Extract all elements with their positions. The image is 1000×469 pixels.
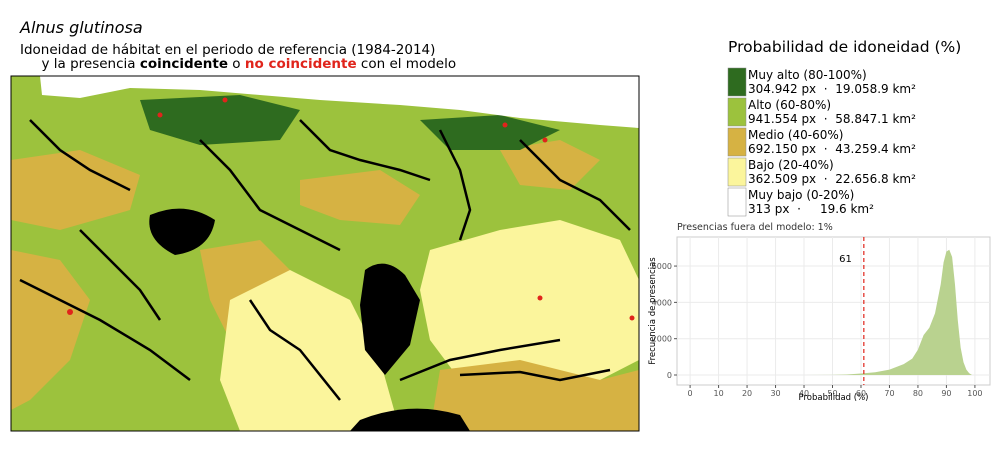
map-presences xyxy=(67,97,635,321)
river xyxy=(459,368,611,382)
map-zone xyxy=(500,140,600,190)
legend-stats: 362.509 px · 22.656.8 km² xyxy=(748,172,916,186)
subtitle-part: no coincidente xyxy=(245,56,357,72)
panel-border xyxy=(676,236,991,386)
legend-label: Medio (40-60%) xyxy=(748,128,843,142)
x-axis-label: Probabilidad (%) xyxy=(799,393,869,403)
legend-label: Muy alto (80-100%) xyxy=(748,68,867,82)
x-tick-label: 90 xyxy=(941,389,951,398)
species-title: Alnus glutinosa xyxy=(19,18,143,37)
map-lake xyxy=(350,408,470,431)
map-zone xyxy=(220,270,400,431)
map-frame xyxy=(10,75,640,432)
map-zone xyxy=(420,115,560,150)
presence-point xyxy=(502,122,508,128)
legend-swatch xyxy=(727,67,747,97)
legend-stats: 304.942 px · 19.058.9 km² xyxy=(748,82,916,96)
river xyxy=(299,119,431,182)
river xyxy=(399,338,561,382)
y-tick-label: 6000 xyxy=(652,262,672,271)
map-zone xyxy=(11,250,90,410)
y-tick-label: 4000 xyxy=(652,298,672,307)
x-tick-label: 70 xyxy=(884,389,894,398)
river xyxy=(19,278,191,381)
subtitle-part: coincidente xyxy=(140,56,228,72)
density-area xyxy=(804,249,973,376)
legend-stats: 941.554 px · 58.847.1 km² xyxy=(748,112,916,126)
legend-stats: 692.150 px · 43.259.4 km² xyxy=(748,142,916,156)
x-tick-label: 20 xyxy=(742,389,752,398)
legend-label: Muy bajo (0-20%) xyxy=(748,188,854,202)
subtitle-part: y la presencia xyxy=(41,56,139,72)
map-lake xyxy=(149,208,215,255)
x-tick-label: 60 xyxy=(856,389,866,398)
map-zone xyxy=(430,360,639,431)
map-zone xyxy=(140,95,300,145)
map-rivers xyxy=(19,119,631,401)
legend-swatch xyxy=(727,157,747,187)
x-tick-label: 50 xyxy=(827,389,837,398)
y-tick-label: 0 xyxy=(667,371,672,380)
y-tick-label: 2000 xyxy=(652,335,672,344)
river xyxy=(438,129,472,241)
subtitle: Idoneidad de hábitat en el periodo de re… xyxy=(20,42,435,58)
river xyxy=(79,229,162,321)
subtitle-part: o xyxy=(228,56,245,72)
map-lake xyxy=(360,263,420,375)
chart-title: Presencias fuera del modelo: 1% xyxy=(677,222,833,233)
map-zone xyxy=(420,220,639,380)
map xyxy=(11,76,639,431)
x-tick-label: 100 xyxy=(967,389,982,398)
threshold-label: 61 xyxy=(839,254,852,265)
legend-swatch xyxy=(727,127,747,157)
presence-point xyxy=(629,315,635,321)
x-tick-label: 80 xyxy=(913,389,923,398)
map-coast xyxy=(11,76,639,128)
river xyxy=(199,139,341,252)
density-chart: Presencias fuera del modelo: 1% 0 2000 4000… xyxy=(648,222,991,403)
presence-point xyxy=(222,97,228,103)
x-tick-label: 10 xyxy=(713,389,723,398)
legend-swatch xyxy=(727,97,747,127)
presence-point xyxy=(157,112,163,118)
subtitle: y la presencia coincidente o no coincide… xyxy=(20,56,469,72)
legend-label: Alto (60-80%) xyxy=(748,98,831,112)
x-tick-label: 40 xyxy=(799,389,809,398)
map-zone xyxy=(11,150,140,230)
x-tick-label: 0 xyxy=(688,389,693,398)
legend-stats: 313 px · 19.6 km² xyxy=(748,202,874,216)
river xyxy=(519,139,631,231)
river xyxy=(248,299,341,401)
presence-point xyxy=(537,295,543,301)
y-axis-label: Frecuencia de presencias xyxy=(648,257,658,365)
river xyxy=(29,119,131,192)
legend-title: Probabilidad de idoneidad (%) xyxy=(728,38,961,56)
legend-label: Bajo (20-40%) xyxy=(748,158,834,172)
x-tick-label: 30 xyxy=(770,389,780,398)
legend: Muy alto (80-100%)304.942 px · 19.058.9 … xyxy=(727,67,916,217)
subtitle-part: con el modelo xyxy=(357,56,456,72)
legend-swatch xyxy=(727,187,747,217)
map-zone xyxy=(300,170,420,225)
presence-point xyxy=(67,309,73,315)
presence-point xyxy=(542,137,548,143)
